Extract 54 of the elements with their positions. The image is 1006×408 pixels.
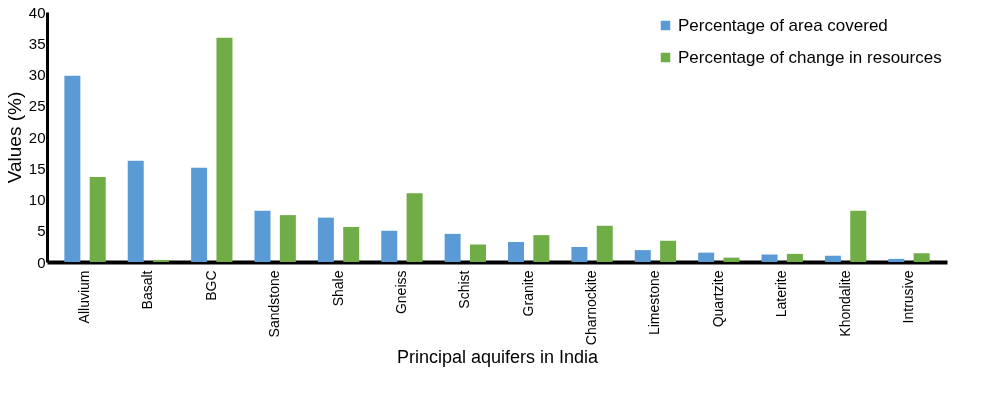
bar xyxy=(444,233,461,262)
x-tick-label: Laterite xyxy=(773,270,790,318)
bar xyxy=(698,252,715,262)
bar xyxy=(216,37,233,262)
y-tick-label: 25 xyxy=(28,97,46,115)
y-tick-label: 40 xyxy=(28,3,46,21)
y-tick-label: 30 xyxy=(28,66,46,83)
bar xyxy=(596,225,613,262)
bar xyxy=(508,242,525,262)
y-tick-label: 5 xyxy=(37,222,46,240)
x-tick-label: Alluvium xyxy=(76,270,93,324)
bar xyxy=(824,255,841,262)
y-tick-label: 0 xyxy=(37,253,46,271)
y-tick-label: 35 xyxy=(28,34,46,52)
bar xyxy=(913,253,930,262)
y-tick-label: 10 xyxy=(28,191,46,208)
bar xyxy=(343,227,360,262)
bar xyxy=(533,235,550,262)
bar xyxy=(469,244,486,262)
legend-label: Percentage of area covered xyxy=(678,15,888,35)
bar xyxy=(571,247,588,262)
y-tick-label: 15 xyxy=(28,159,46,177)
x-tick-label: Basalt xyxy=(139,270,156,310)
x-tick-label: Shale xyxy=(329,270,346,307)
y-axis-title: Values (%) xyxy=(3,91,25,184)
x-tick-label: Schist xyxy=(456,270,473,309)
x-tick-label: Sandstone xyxy=(266,270,283,338)
bar xyxy=(89,177,106,262)
bar xyxy=(127,160,144,262)
x-tick-label: Khondalite xyxy=(836,270,853,337)
x-tick-label: Intrusive xyxy=(899,270,916,324)
bar xyxy=(888,258,905,262)
bar xyxy=(191,167,208,262)
bar xyxy=(64,75,81,262)
bar xyxy=(660,240,677,262)
x-tick-label: Granite xyxy=(519,270,536,317)
bar xyxy=(279,215,296,262)
bar xyxy=(381,230,398,262)
x-tick-label: Gneiss xyxy=(392,270,409,315)
x-axis-title: Principal aquifers in India xyxy=(396,347,600,368)
bar xyxy=(254,210,271,262)
bar xyxy=(406,193,423,262)
bar xyxy=(850,210,867,262)
bar xyxy=(634,250,651,262)
x-tick-label: Quartzite xyxy=(709,270,726,328)
bar xyxy=(723,257,740,262)
x-tick-label: Limestone xyxy=(646,270,663,336)
bar xyxy=(786,253,803,262)
legend-label: Percentage of change in resources xyxy=(678,47,942,67)
bar xyxy=(317,217,334,262)
x-tick-label: Charnockite xyxy=(583,270,600,346)
y-tick-label: 20 xyxy=(28,128,46,146)
bar xyxy=(761,254,778,262)
x-tick-label: BGC xyxy=(202,270,219,301)
